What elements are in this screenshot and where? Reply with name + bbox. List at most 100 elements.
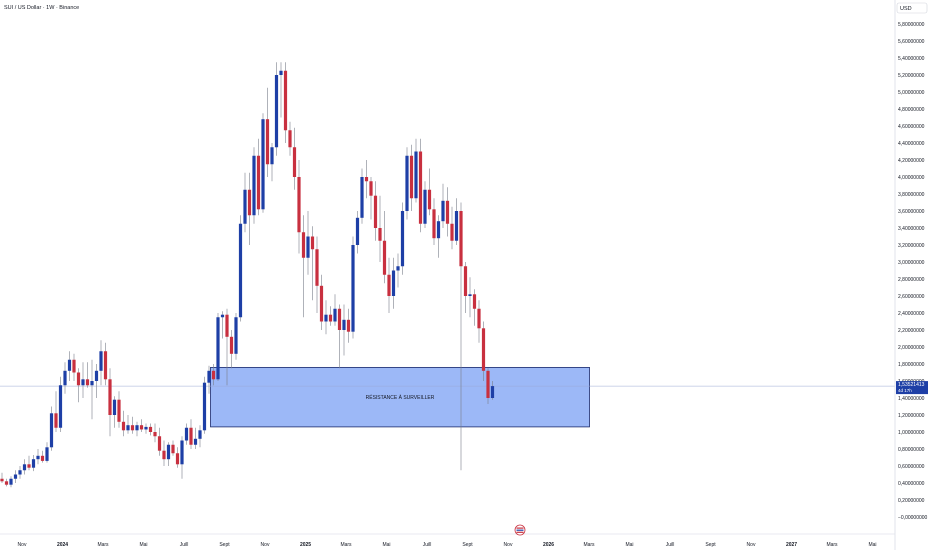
candle-body — [445, 200, 450, 224]
resistance-zone-label: RÉSISTANCE À SURVEILLER — [366, 394, 435, 401]
candle — [423, 181, 427, 228]
resistance-zone[interactable] — [210, 366, 590, 428]
candle — [31, 454, 36, 472]
candle-body — [463, 266, 468, 296]
price-tick-label: 4,40000000 — [898, 141, 925, 147]
candle — [225, 308, 229, 386]
candle-body — [315, 249, 319, 286]
candle-body — [171, 444, 175, 454]
candle-body — [108, 379, 112, 415]
candle-body — [207, 370, 211, 383]
candle — [355, 211, 360, 254]
candle — [72, 353, 76, 381]
candle-body — [378, 228, 382, 241]
candle — [157, 427, 162, 456]
candle-body — [126, 425, 130, 431]
candle — [234, 313, 238, 360]
candle-body — [427, 189, 432, 210]
price-tick-label: 2,00000000 — [898, 345, 925, 351]
candle — [166, 442, 171, 466]
candle-body — [22, 464, 27, 471]
candle — [40, 450, 45, 463]
candle — [418, 138, 423, 233]
candle — [432, 198, 436, 245]
candle-body — [288, 130, 292, 148]
candle — [99, 340, 103, 386]
candle-body — [270, 147, 274, 165]
candle-body — [184, 427, 189, 441]
candle-body — [472, 294, 477, 309]
candle-body — [229, 336, 234, 354]
candle — [360, 168, 364, 224]
candle-body — [265, 119, 270, 165]
candle-body — [486, 370, 490, 398]
candle-body — [382, 240, 387, 275]
candle-body — [477, 308, 481, 329]
candle — [139, 419, 144, 432]
candle — [220, 311, 225, 339]
currency-button[interactable] — [896, 2, 928, 14]
candle-body — [355, 217, 360, 245]
candle — [4, 478, 9, 487]
candle — [198, 425, 202, 448]
candle — [324, 300, 328, 335]
candle-body — [180, 440, 184, 465]
candle-body — [481, 328, 486, 371]
candle-body — [9, 478, 13, 485]
candle — [301, 215, 306, 318]
time-tick-label: 2027 — [786, 542, 797, 548]
price-tick-label: 3,00000000 — [898, 260, 925, 266]
candle-body — [216, 317, 220, 380]
candle — [148, 423, 153, 436]
price-tick-label: 5,60000000 — [898, 39, 925, 45]
candle-body — [94, 370, 99, 381]
candle — [337, 304, 342, 369]
candle-body — [342, 319, 346, 330]
candle-body — [40, 455, 45, 461]
price-tick-label: 0,20000000 — [898, 498, 925, 504]
price-tick-label: 5,40000000 — [898, 56, 925, 62]
candle-body — [49, 413, 54, 448]
candle — [454, 198, 459, 245]
candle-body — [67, 359, 72, 371]
candle — [378, 195, 382, 262]
resistance-zone-layer — [210, 366, 590, 428]
time-tick-label: Mars — [97, 542, 109, 548]
candle-body — [468, 294, 472, 296]
candle — [342, 304, 346, 356]
price-axis[interactable]: 5,80000000 5,60000000 5,40000000 5,20000000… — [898, 22, 928, 521]
candle — [229, 330, 234, 369]
candle — [0, 472, 4, 483]
time-tick-label: Sept — [219, 542, 230, 548]
flag-marker-icon[interactable] — [514, 524, 526, 536]
candle-body — [202, 382, 207, 431]
candle — [121, 410, 126, 437]
price-tick-label: 5,00000000 — [898, 90, 925, 96]
candle — [247, 172, 252, 245]
time-tick-label: 2026 — [543, 542, 554, 548]
time-tick-label: Juill — [423, 542, 432, 548]
last-price-countdown: 4d 17h — [898, 388, 912, 393]
candle — [270, 143, 274, 182]
time-tick-label: Mars — [826, 542, 838, 548]
candle — [288, 121, 292, 156]
time-axis[interactable]: Nov 2024 Mars Mai Juill Sept Nov 2025 Mars Mai Jui… — [18, 542, 877, 548]
price-tick-label: 4,60000000 — [898, 124, 925, 130]
price-tick-label: 2,80000000 — [898, 277, 925, 283]
candle-body — [63, 370, 67, 386]
time-tick-label: Mai — [382, 542, 390, 548]
candle-body — [13, 474, 18, 479]
price-tick-label: 1,20000000 — [898, 413, 925, 419]
candle-body — [274, 75, 279, 148]
candle — [171, 440, 175, 456]
candle — [481, 321, 486, 381]
price-tick-label: 3,20000000 — [898, 243, 925, 249]
candle — [427, 168, 432, 216]
candle — [252, 147, 256, 224]
candle — [400, 202, 405, 275]
candle-body — [45, 447, 49, 461]
candle — [319, 274, 324, 330]
candle-body — [243, 189, 247, 224]
candle-body — [450, 223, 454, 241]
